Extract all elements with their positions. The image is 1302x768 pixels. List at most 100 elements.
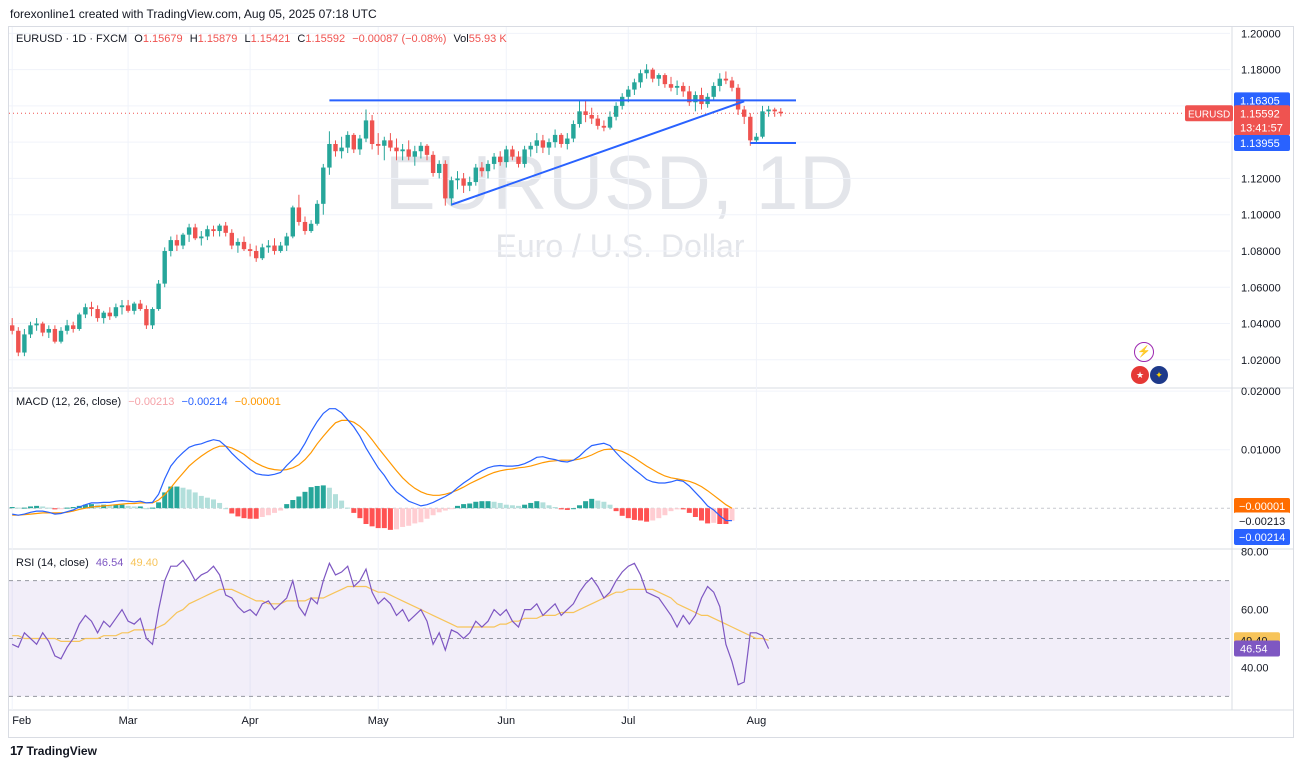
candle-body (656, 75, 661, 79)
candle-body (205, 229, 210, 237)
macd-histogram-bar (58, 508, 64, 510)
rsi-legend-name: RSI (14, close) (16, 557, 89, 569)
macd-histogram-bar (137, 506, 143, 509)
macd-histogram-bar (448, 508, 454, 510)
macd-histogram-bar (570, 508, 576, 510)
macd-histogram-bar (650, 508, 656, 521)
macd-histogram-bar (540, 502, 546, 509)
macd-histogram-bar (180, 487, 186, 509)
macd-histogram-bar (198, 495, 204, 509)
price-tick-label: 1.06000 (1241, 282, 1281, 294)
candle-body (510, 149, 515, 157)
candle-body (351, 134, 356, 150)
macd-histogram-bar (497, 502, 503, 509)
candle-body (583, 111, 588, 115)
candle-body (766, 109, 771, 112)
macd-histogram-bar (296, 496, 302, 509)
macd-histogram-bar (607, 504, 613, 509)
macd-histogram-bar (320, 485, 326, 509)
candle-body (174, 240, 180, 246)
macd-histogram-bar (168, 486, 174, 509)
candle-body (735, 87, 741, 110)
candle-body (357, 138, 363, 150)
candle-body (717, 78, 722, 86)
macd-histogram-bar (528, 502, 534, 509)
macd-legend-signal: −0.00001 (234, 396, 281, 408)
macd-histogram-bar (400, 508, 406, 527)
macd-histogram-bar (589, 498, 595, 509)
legend-vol-label: Vol (453, 33, 469, 45)
candle-body (376, 143, 381, 146)
candle-body (491, 156, 497, 164)
candle-body (107, 312, 112, 317)
candle-body (58, 330, 64, 342)
macd-histogram-bar (625, 508, 631, 519)
candle-body (247, 249, 253, 251)
macd-histogram-bar (442, 508, 448, 511)
candle-body (199, 236, 204, 239)
candle-body (601, 125, 607, 128)
candle-body (681, 85, 686, 92)
candle-body (461, 178, 466, 186)
macd-histogram-bar (503, 504, 509, 509)
legend-change: −0.00087 (−0.08%) (352, 33, 447, 45)
last-price-box (1234, 105, 1290, 136)
candle-body (333, 143, 338, 152)
macd-histogram-bar (186, 489, 192, 509)
macd-histogram-bar (369, 508, 375, 527)
candle-body (729, 80, 735, 88)
candle-body (693, 95, 698, 103)
candle-body (278, 245, 283, 251)
candle-body (229, 232, 234, 246)
candle-body (473, 167, 478, 183)
macd-histogram-bar (644, 508, 650, 522)
candle-body (10, 325, 15, 331)
macd-histogram-bar (241, 508, 247, 519)
lightning-icon[interactable]: ⚡ (1134, 342, 1154, 362)
candle-body (308, 223, 314, 232)
macd-histogram-bar (577, 505, 582, 509)
macd-histogram-bar (333, 494, 338, 509)
candle-body (144, 309, 149, 326)
candle-body (650, 69, 655, 79)
candle-body (607, 116, 613, 128)
candle-body (522, 149, 527, 164)
legend-low: 1.15421 (250, 33, 291, 45)
candle-body (711, 85, 716, 97)
symbol-marker-box (1185, 105, 1233, 122)
candle-body (742, 109, 747, 117)
candle-body (180, 234, 186, 246)
eu-flag-icon[interactable]: ✦ (1150, 366, 1168, 384)
macd-histogram-bar (89, 504, 94, 509)
candle-body (296, 207, 302, 222)
us-flag-icon[interactable]: ★ (1131, 366, 1149, 384)
macd-histogram-bar (662, 508, 668, 516)
candle-body (64, 325, 70, 331)
macd-histogram-bar (9, 507, 15, 509)
macd-histogram-bar (143, 508, 149, 510)
candle-body (302, 221, 308, 232)
candle-body (382, 140, 387, 146)
macd-histogram-bar (278, 508, 284, 511)
candle-body (156, 283, 161, 310)
macd-histogram-bar (46, 507, 52, 509)
macd-histogram-bar (326, 487, 332, 509)
candle-body (626, 89, 631, 97)
price-marker-label: 1.16305 (1240, 95, 1280, 107)
candle-body (595, 118, 600, 126)
price-marker-box (1234, 92, 1290, 109)
time-tick-label: Mar (119, 715, 138, 727)
macd-histogram-bar (113, 504, 119, 509)
macd-histogram-bar (711, 508, 717, 523)
countdown-label: 13:41:57 (1240, 122, 1283, 134)
macd-histogram-bar (461, 504, 467, 509)
macd-histogram-bar (162, 492, 168, 509)
macd-histogram-bar (394, 508, 399, 530)
time-tick-label: Aug (747, 715, 767, 727)
macd-line (12, 408, 733, 522)
macd-histogram-bar (601, 501, 607, 509)
macd-histogram-bar (613, 508, 619, 512)
macd-histogram-bar (150, 507, 155, 509)
rsi-value-label: 46.54 (1240, 644, 1268, 656)
